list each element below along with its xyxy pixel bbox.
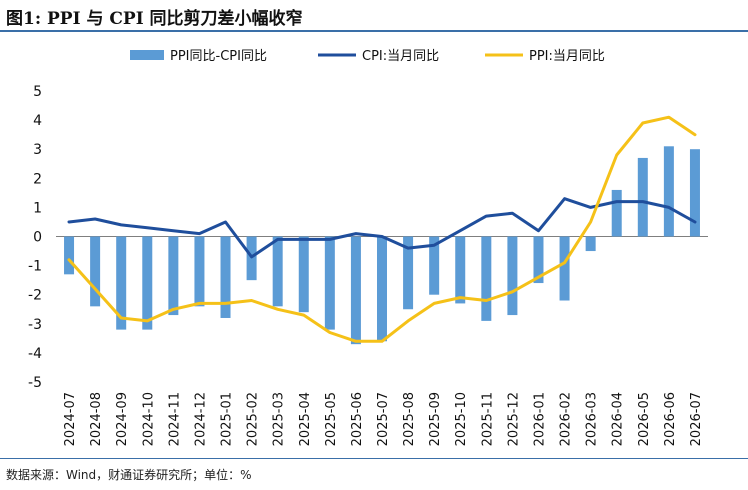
series-line — [67, 197, 697, 259]
x-tick-label: 2024-07 — [63, 392, 78, 446]
x-tick-label: 2025-11 — [480, 392, 495, 446]
chart: PPI同比-CPI同比 CPI:当月同比 PPI:当月同比 -5 -4 -3 -2 -1 0 1… — [28, 49, 708, 446]
bar — [455, 236, 466, 304]
title-divider — [0, 30, 748, 32]
x-tick-label: 2024-12 — [193, 392, 208, 446]
page-title: 图1: PPI 与 CPI 同比剪刀差小幅收窄 — [6, 9, 303, 29]
x-tick-label: 2026-02 — [559, 392, 574, 446]
x-tick-label: 2025-08 — [402, 392, 417, 446]
x-tick-label: 2026-07 — [689, 392, 704, 446]
bar — [272, 236, 283, 307]
x-tick-label: 2025-10 — [454, 392, 469, 446]
bar — [90, 236, 101, 307]
line-series — [67, 115, 697, 343]
bar — [481, 236, 492, 321]
y-tick-label: -1 — [28, 259, 42, 275]
x-tick-label: 2025-09 — [428, 392, 443, 446]
x-tick-label: 2026-01 — [532, 392, 547, 446]
bar — [298, 236, 309, 313]
x-tick-label: 2024-10 — [141, 392, 156, 446]
bar — [64, 236, 75, 275]
x-tick-label: 2025-04 — [298, 392, 313, 446]
bar — [611, 189, 622, 237]
x-tick-label: 2026-04 — [611, 392, 626, 446]
y-tick-label: 1 — [33, 200, 42, 216]
bar — [403, 236, 414, 310]
bar — [585, 236, 596, 252]
bar — [533, 236, 544, 284]
x-tick-label: 2024-09 — [115, 392, 130, 446]
x-tick-label: 2025-03 — [272, 392, 287, 446]
x-tick-label: 2026-03 — [585, 392, 600, 446]
legend: PPI同比-CPI同比 CPI:当月同比 PPI:当月同比 — [130, 49, 605, 64]
y-tick-label: 3 — [33, 142, 42, 158]
x-tick-label: 2026-05 — [637, 392, 652, 446]
bar — [429, 236, 440, 295]
bar — [637, 157, 648, 237]
y-tick-label: 5 — [33, 84, 42, 100]
x-tick-label: 2025-07 — [376, 392, 391, 446]
legend-label: PPI:当月同比 — [529, 49, 605, 64]
x-tick-label: 2025-06 — [350, 392, 365, 446]
bar — [663, 146, 674, 237]
footer-divider — [0, 458, 748, 459]
y-tick-label: -2 — [28, 288, 42, 304]
legend-swatch — [130, 50, 164, 60]
y-tick-label: -4 — [28, 346, 42, 362]
x-tick-label: 2024-08 — [89, 392, 104, 446]
legend-label: PPI同比-CPI同比 — [170, 49, 267, 64]
y-tick-label: -5 — [28, 375, 42, 391]
x-tick-label: 2025-02 — [246, 392, 261, 446]
series-line — [67, 115, 697, 343]
bar — [142, 236, 153, 330]
x-tick-label: 2024-11 — [167, 392, 182, 446]
x-tick-label: 2025-01 — [220, 392, 235, 446]
source-note: 数据来源：Wind，财通证券研究所；单位：% — [6, 468, 252, 482]
y-tick-label: -3 — [28, 317, 42, 333]
bar — [689, 149, 700, 237]
bar — [168, 236, 179, 316]
bar — [194, 236, 205, 307]
legend-label: CPI:当月同比 — [362, 49, 439, 64]
bar — [220, 236, 231, 318]
bar — [377, 236, 387, 342]
bar — [507, 236, 518, 316]
y-axis: -5 -4 -3 -2 -1 0 1 2 3 4 5 — [28, 84, 708, 391]
y-tick-label: 4 — [33, 113, 42, 129]
x-axis: 2024-07 2024-08 2024-09 2024-10 2024-11 2024-… — [63, 392, 704, 446]
bar — [559, 236, 570, 301]
x-tick-label: 2025-05 — [324, 392, 339, 446]
x-tick-label: 2026-06 — [663, 392, 678, 446]
bar — [324, 236, 335, 330]
bar — [350, 236, 361, 345]
y-tick-label: 0 — [33, 230, 42, 246]
y-tick-label: 2 — [33, 171, 42, 187]
x-tick-label: 2025-12 — [506, 392, 521, 446]
bar — [116, 236, 127, 330]
